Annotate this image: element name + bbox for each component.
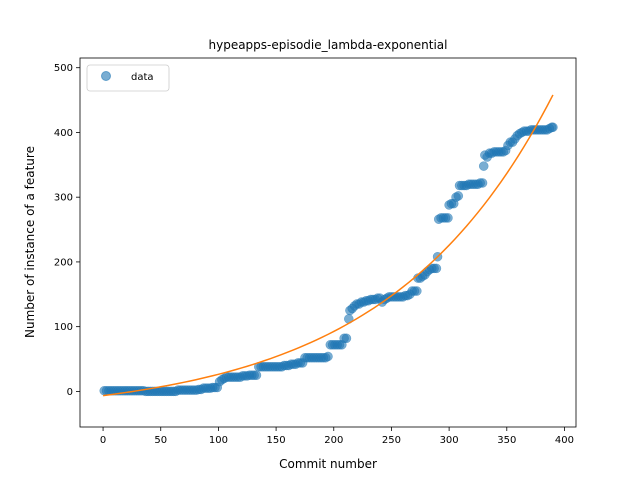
data-point bbox=[341, 333, 352, 344]
y-axis: 0 100 200 300 400 500 bbox=[54, 63, 80, 398]
x-tick-label: 200 bbox=[324, 435, 343, 446]
legend-marker-data bbox=[101, 71, 111, 81]
x-axis: 0 50 100 150 200 250 300 350 400 bbox=[100, 427, 574, 446]
legend: data bbox=[86, 64, 170, 92]
y-axis-label: Number of instance of a feature bbox=[23, 146, 37, 338]
x-tick-label: 300 bbox=[440, 435, 459, 446]
x-tick-label: 250 bbox=[382, 435, 401, 446]
data-layer bbox=[99, 94, 558, 397]
y-tick-label: 300 bbox=[54, 193, 73, 204]
x-axis-label: Commit number bbox=[279, 457, 377, 471]
data-point bbox=[478, 161, 489, 171]
x-tick-label: 350 bbox=[497, 435, 516, 446]
y-tick-label: 400 bbox=[54, 128, 73, 139]
x-tick-label: 400 bbox=[555, 435, 574, 446]
data-point bbox=[251, 370, 262, 380]
axes-frame bbox=[79, 57, 577, 428]
fit-line bbox=[102, 94, 554, 397]
data-point bbox=[477, 178, 488, 188]
y-tick-label: 500 bbox=[54, 63, 73, 74]
data-point bbox=[443, 213, 453, 223]
legend-box bbox=[86, 64, 170, 92]
data-point bbox=[323, 351, 333, 362]
y-tick-label: 200 bbox=[54, 257, 73, 268]
y-tick-label: 0 bbox=[67, 387, 73, 398]
x-tick-label: 50 bbox=[154, 435, 167, 446]
data-point bbox=[453, 191, 464, 201]
x-tick-label: 100 bbox=[209, 435, 228, 446]
y-tick-label: 100 bbox=[54, 322, 73, 333]
data-point bbox=[548, 122, 558, 133]
x-tick-label: 150 bbox=[267, 435, 286, 446]
chart-title: hypeapps-episodie_lambda-exponential bbox=[209, 38, 448, 52]
legend-label-data: data bbox=[131, 72, 154, 83]
x-tick-label: 0 bbox=[100, 435, 106, 446]
plot-area bbox=[79, 57, 577, 428]
data-point bbox=[431, 263, 442, 274]
data-point bbox=[412, 286, 422, 296]
